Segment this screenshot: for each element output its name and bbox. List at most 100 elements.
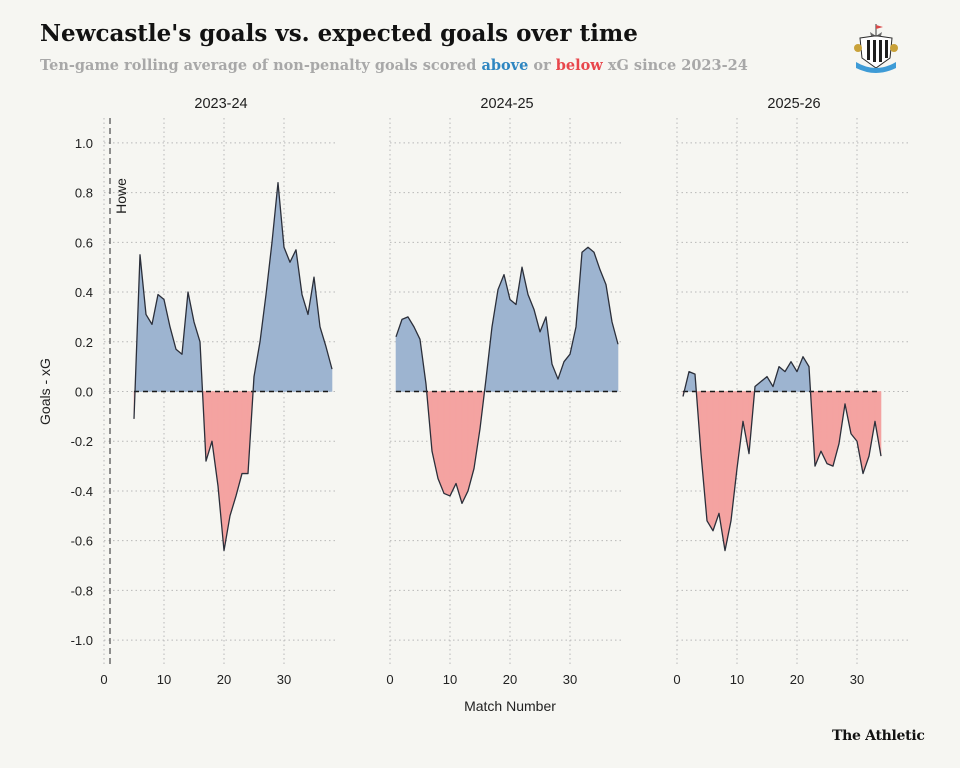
subtitle-prefix: Ten-game rolling average of non-penalty … xyxy=(40,57,482,74)
y-tick-label: -0.6 xyxy=(71,534,93,549)
y-tick-label: 0.6 xyxy=(75,235,93,250)
panel-2023-24: 2023-24 0 10 20 30 Howe xyxy=(100,96,338,687)
data-point xyxy=(730,520,732,522)
data-point xyxy=(533,309,535,311)
y-tick-label: 0.2 xyxy=(75,335,93,350)
x-tick-label: 10 xyxy=(443,672,457,687)
data-point xyxy=(295,249,297,251)
data-point xyxy=(229,515,231,517)
panel-2025-26: 2025-26 0 10 20 30 xyxy=(673,96,911,687)
chart-title: Newcastle's goals vs. expected goals ove… xyxy=(40,20,638,47)
data-point xyxy=(443,493,445,495)
data-point xyxy=(820,450,822,452)
y-tick-label: 0.8 xyxy=(75,186,93,201)
data-point xyxy=(325,346,327,348)
x-tick-label: 10 xyxy=(730,672,744,687)
data-point xyxy=(724,550,726,552)
panel-title: 2023-24 xyxy=(194,96,247,112)
data-point xyxy=(790,361,792,363)
data-point xyxy=(874,421,876,423)
data-point xyxy=(832,465,834,467)
data-point xyxy=(760,381,762,383)
panel-title: 2025-26 xyxy=(767,96,820,112)
data-point xyxy=(754,386,756,388)
data-point xyxy=(778,366,780,368)
y-tick-label: -0.4 xyxy=(71,484,93,499)
data-point xyxy=(706,520,708,522)
data-point xyxy=(331,368,333,370)
data-point xyxy=(277,182,279,184)
data-point xyxy=(271,242,273,244)
data-point xyxy=(199,341,201,343)
x-tick-label: 20 xyxy=(217,672,231,687)
data-point xyxy=(497,289,499,291)
data-point xyxy=(856,440,858,442)
data-point xyxy=(467,490,469,492)
y-tick-label: -0.2 xyxy=(71,434,93,449)
data-point xyxy=(437,478,439,480)
x-tick-label: 30 xyxy=(850,672,864,687)
data-point xyxy=(289,261,291,263)
data-point xyxy=(133,418,135,420)
x-tick-label: 30 xyxy=(277,672,291,687)
data-point xyxy=(479,428,481,430)
data-point xyxy=(193,321,195,323)
data-point xyxy=(313,276,315,278)
series-line xyxy=(682,356,882,552)
data-point xyxy=(175,348,177,350)
data-point xyxy=(563,361,565,363)
data-point xyxy=(307,314,309,316)
annotation-label: Howe xyxy=(113,178,129,214)
data-point xyxy=(557,378,559,380)
y-tick-label: 0.4 xyxy=(75,285,93,300)
data-point xyxy=(139,254,141,256)
newcastle-crest-icon xyxy=(854,24,898,73)
data-point xyxy=(145,314,147,316)
data-point xyxy=(551,363,553,365)
data-point xyxy=(449,495,451,497)
data-point xyxy=(545,316,547,318)
data-point xyxy=(413,326,415,328)
data-point xyxy=(700,453,702,455)
area-above-xg xyxy=(134,182,333,392)
data-point xyxy=(401,319,403,321)
area-below-xg xyxy=(682,391,882,551)
data-point xyxy=(694,373,696,375)
data-point xyxy=(850,433,852,435)
subtitle-suffix: xG since 2023-24 xyxy=(602,57,748,74)
panel-title: 2024-25 xyxy=(480,96,533,112)
x-tick-label: 20 xyxy=(503,672,517,687)
data-point xyxy=(611,321,613,323)
data-point xyxy=(838,443,840,445)
data-point xyxy=(217,485,219,487)
data-point xyxy=(796,371,798,373)
series-line xyxy=(133,181,333,552)
subtitle-below: below xyxy=(555,57,603,74)
data-point xyxy=(688,371,690,373)
data-point xyxy=(509,299,511,301)
y-tick-label: -0.8 xyxy=(71,583,93,598)
data-point xyxy=(826,463,828,465)
data-point xyxy=(593,251,595,253)
data-point xyxy=(419,338,421,340)
data-point xyxy=(808,366,810,368)
subtitle-middle: or xyxy=(528,57,556,74)
x-tick-label: 0 xyxy=(673,672,680,687)
data-point xyxy=(485,378,487,380)
data-point xyxy=(157,294,159,296)
y-tick-label: -1.0 xyxy=(71,633,93,648)
y-tick-label: 1.0 xyxy=(75,136,93,151)
data-point xyxy=(587,246,589,248)
series-line xyxy=(395,246,619,505)
data-point xyxy=(718,513,720,515)
y-tick-label: 0.0 xyxy=(75,385,93,400)
data-point xyxy=(181,353,183,355)
data-point xyxy=(151,324,153,326)
data-point xyxy=(473,468,475,470)
data-point xyxy=(539,331,541,333)
y-axis-label: Goals - xG xyxy=(37,358,53,425)
x-tick-label: 10 xyxy=(157,672,171,687)
chart-subtitle: Ten-game rolling average of non-penalty … xyxy=(40,57,748,74)
data-point xyxy=(868,455,870,457)
